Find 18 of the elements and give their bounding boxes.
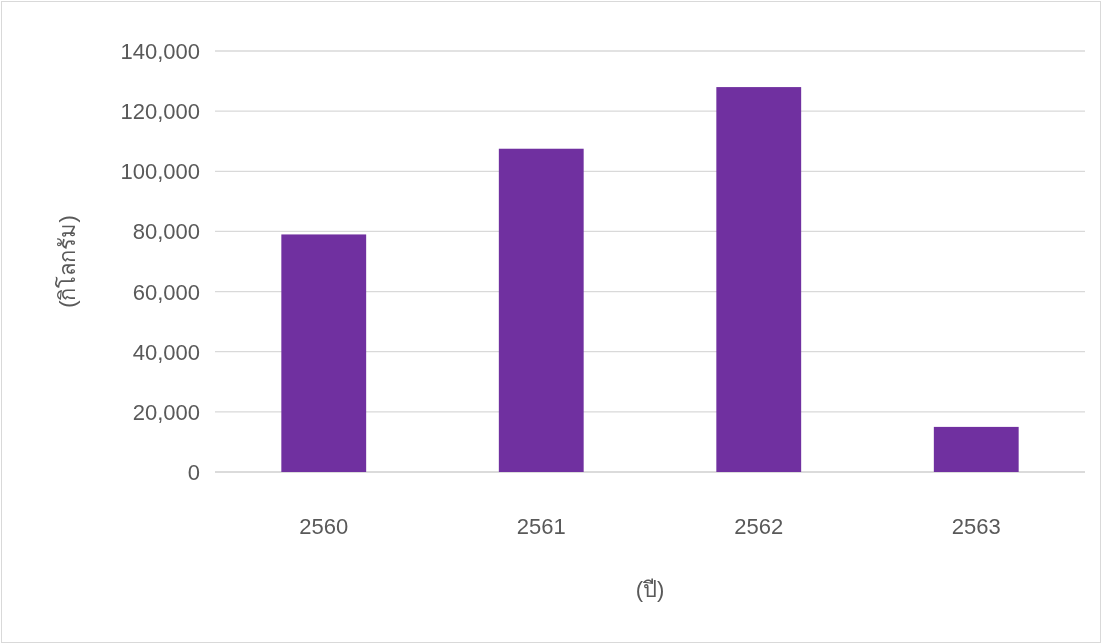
x-tick-label: 2560 [299, 514, 349, 539]
y-tick-label: 60,000 [132, 279, 200, 305]
y-tick-label: 100,000 [120, 159, 200, 185]
x-tick-label: 2562 [734, 514, 784, 539]
bar [716, 87, 802, 472]
bar [933, 426, 1019, 472]
y-tick-label: 120,000 [120, 99, 200, 125]
y-axis-title: (กิโลกรัม) [55, 215, 80, 308]
bar [498, 148, 584, 472]
y-tick-label: 80,000 [132, 219, 200, 245]
y-tick-label: 40,000 [132, 339, 200, 365]
bar [281, 234, 367, 472]
x-axis-title: (ปี) [635, 577, 665, 602]
y-tick-label: 140,000 [120, 39, 200, 64]
x-tick-label: 2561 [516, 514, 566, 539]
x-tick-label: 2563 [951, 514, 1001, 539]
y-tick-label: 0 [187, 460, 200, 485]
y-tick-label: 20,000 [132, 399, 200, 425]
